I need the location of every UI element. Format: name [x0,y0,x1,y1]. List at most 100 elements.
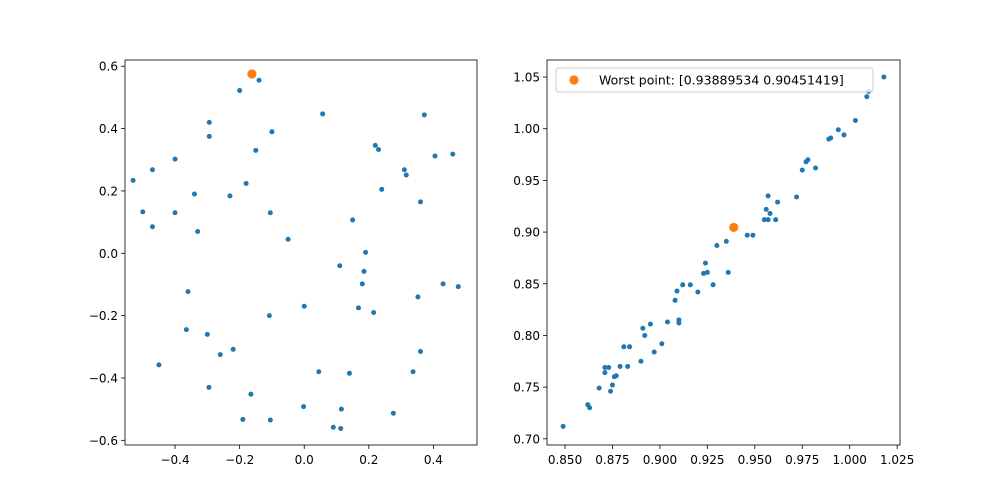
x-tick-label: 0.900 [643,453,677,467]
data-point [253,147,259,153]
data-point [617,363,623,369]
data-point [587,405,593,411]
data-point [266,313,272,319]
data-point [881,74,887,80]
data-point [156,362,162,368]
data-point [346,370,352,376]
data-point [285,236,291,242]
data-point [606,364,612,370]
data-point [775,199,781,205]
x-tick-label: 0.875 [595,453,629,467]
data-point [243,180,249,186]
legend: Worst point: [0.93889534 0.90451419] [555,67,874,93]
data-point [455,284,461,290]
data-point [361,268,367,274]
legend-marker [569,75,579,85]
x-tick-label: 0.0 [295,453,314,467]
data-point [805,157,811,163]
legend-box [555,67,874,93]
data-point [130,177,136,183]
data-point [602,370,608,376]
data-point [206,384,212,390]
data-point [401,167,407,173]
data-point [680,282,686,288]
data-point [687,282,693,288]
y-tick-label: 0.0 [99,247,118,261]
data-point [415,294,421,300]
data-point [256,77,262,83]
data-point [710,282,716,288]
data-point [206,119,212,125]
plot-frame [546,59,901,446]
data-point [695,289,701,295]
data-point [227,193,233,199]
data-point [301,303,307,309]
data-point [204,331,210,337]
data-point [701,270,707,276]
data-point [725,269,731,275]
x-tick-label: 0.925 [690,453,724,467]
data-point [659,341,665,347]
data-point [269,129,275,135]
y-tick-label: 0.2 [99,184,118,198]
x-tick-label: 0.950 [738,453,772,467]
x-tick-label: 0.975 [785,453,819,467]
data-point [640,325,646,331]
y-tick-label: 0.75 [513,381,540,395]
data-point [450,151,456,157]
y-tick-label: −0.2 [89,309,118,323]
data-point [665,319,671,325]
data-point [765,217,771,223]
data-point [217,352,223,358]
data-point [613,373,619,379]
data-point [338,406,344,412]
y-tick-label: 0.70 [513,432,540,446]
y-tick-label: 0.4 [99,122,118,136]
legend-label: Worst point: [0.93889534 0.90451419] [599,73,844,88]
data-point [330,424,336,430]
data-point [763,206,769,212]
data-point [773,217,779,223]
data-point [359,281,365,287]
data-point [390,410,396,416]
data-point [799,167,805,173]
data-point [625,363,631,369]
x-tick-label: 1.025 [880,453,914,467]
x-tick-label: −0.4 [160,453,189,467]
data-point [410,369,416,375]
y-tick-label: 0.85 [513,277,540,291]
worst-point-marker [247,69,257,79]
data-point [320,111,326,117]
y-tick-label: 0.90 [513,226,540,240]
data-point [651,349,657,355]
data-point [627,344,633,350]
data-point [149,167,155,173]
data-point [608,388,614,394]
y-tick-label: 0.95 [513,174,540,188]
data-point [421,112,427,118]
data-point [835,127,841,133]
data-point [230,346,236,352]
data-point [609,382,615,388]
data-point [704,269,710,275]
plot-frame [124,59,478,446]
y-tick-label: 1.00 [513,122,540,136]
data-point [702,260,708,266]
data-point [206,133,212,139]
data-point [602,364,608,370]
data-point [403,172,409,178]
data-point [621,344,627,350]
y-tick-label: −0.4 [89,371,118,385]
data-point [376,146,382,152]
data-point [248,391,254,397]
data-point [337,263,343,269]
data-point [172,156,178,162]
data-point [767,210,773,216]
data-point [761,217,767,223]
data-point [140,209,146,215]
x-tick-label: 0.4 [424,453,443,467]
data-point [316,369,322,375]
data-point [852,117,858,123]
data-point [638,358,644,364]
x-tick-label: 0.850 [548,453,582,467]
